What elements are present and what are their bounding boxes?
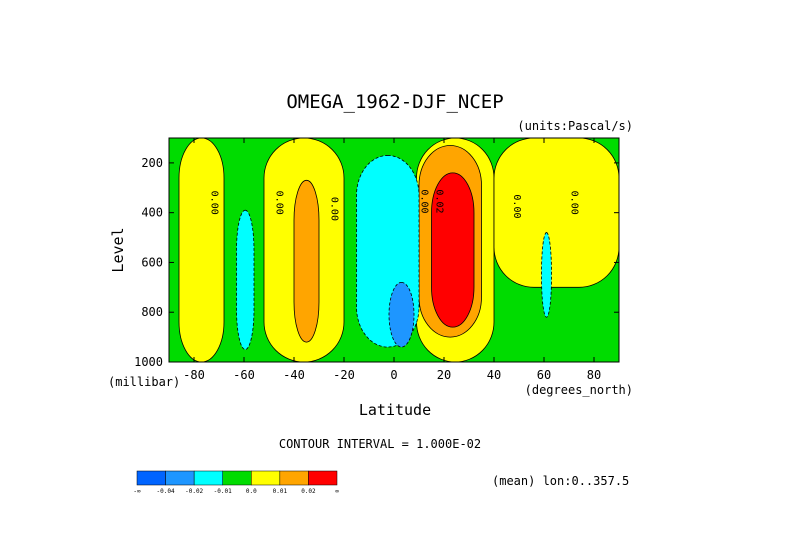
mean-label: (mean) lon:0..357.5 xyxy=(492,474,629,488)
x-tick-label-3: -20 xyxy=(333,368,355,382)
contour-label-6: 0.00 xyxy=(569,191,580,215)
contour-region-8 xyxy=(388,281,415,348)
colorbar-swatch-6 xyxy=(308,470,338,486)
contour-interval-label: CONTOUR INTERVAL = 1.000E-02 xyxy=(279,437,481,451)
y-units-label: (millibar) xyxy=(108,375,180,389)
contour-region-6 xyxy=(431,172,475,328)
y-tick-label-2: 600 xyxy=(141,255,163,269)
contour-region-0 xyxy=(178,137,225,363)
colorbar-label-7: ∞ xyxy=(335,488,339,495)
colorbar-swatch-0 xyxy=(136,470,166,486)
colorbar-label-4: 0.0 xyxy=(246,488,257,495)
x-tick-label-6: 40 xyxy=(487,368,501,382)
contour-region-4 xyxy=(293,179,320,343)
contour-label-3: 0.00 xyxy=(419,189,430,213)
y-tick-label-3: 800 xyxy=(141,305,163,319)
x-tick-label-5: 20 xyxy=(437,368,451,382)
contour-label-2: 0.00 xyxy=(329,197,340,221)
colorbar-label-0: -∞ xyxy=(133,488,141,495)
x-tick-label-7: 60 xyxy=(537,368,551,382)
colorbar-label-3: -0.01 xyxy=(214,488,232,495)
units-label: (units:Pascal/s) xyxy=(517,119,633,133)
y-axis-label: Level xyxy=(109,227,127,272)
chart-title: OMEGA_1962-DJF_NCEP xyxy=(286,91,503,113)
x-axis-ticks: -80 -60 -40 -20 0 20 40 60 80 xyxy=(183,138,601,382)
colorbar-label-6: 0.02 xyxy=(301,488,316,495)
x-axis-label: Latitude xyxy=(359,401,431,419)
colorbar-swatch-1 xyxy=(165,470,195,486)
colorbar-swatch-4 xyxy=(251,470,281,486)
x-tick-label-2: -40 xyxy=(283,368,305,382)
y-tick-label-0: 200 xyxy=(141,156,163,170)
contour-region-9 xyxy=(236,209,255,350)
y-tick-label-1: 400 xyxy=(141,206,163,220)
x-tick-label-4: 0 xyxy=(390,368,397,382)
y-tick-label-4: 1000 xyxy=(134,355,163,369)
x-tick-label-0: -80 xyxy=(183,368,205,382)
contour-regions xyxy=(178,137,620,363)
x-units-label: (degrees_north) xyxy=(525,383,633,397)
colorbar-swatch-5 xyxy=(279,470,309,486)
x-tick-label-8: 80 xyxy=(587,368,601,382)
colorbar-swatch-2 xyxy=(193,470,223,486)
x-tick-label-1: -60 xyxy=(233,368,255,382)
colorbar-label-5: 0.01 xyxy=(273,488,288,495)
contour-region-10 xyxy=(541,232,552,318)
contour-labels: 0.00 0.00 0.00 0.00 0.02 0.00 0.00 xyxy=(209,189,580,221)
contour-label-1: 0.00 xyxy=(274,191,285,215)
colorbar: -∞ -0.04 -0.02 -0.01 0.0 0.01 0.02 ∞ xyxy=(133,470,339,495)
colorbar-swatch-3 xyxy=(222,470,252,486)
contour-label-5: 0.00 xyxy=(511,194,522,218)
contour-label-0: 0.00 xyxy=(209,191,220,215)
colorbar-label-2: -0.02 xyxy=(185,488,203,495)
y-axis-ticks: 200 400 600 800 1000 xyxy=(134,156,619,369)
contour-label-4: 0.02 xyxy=(434,189,445,213)
colorbar-label-1: -0.04 xyxy=(157,488,175,495)
